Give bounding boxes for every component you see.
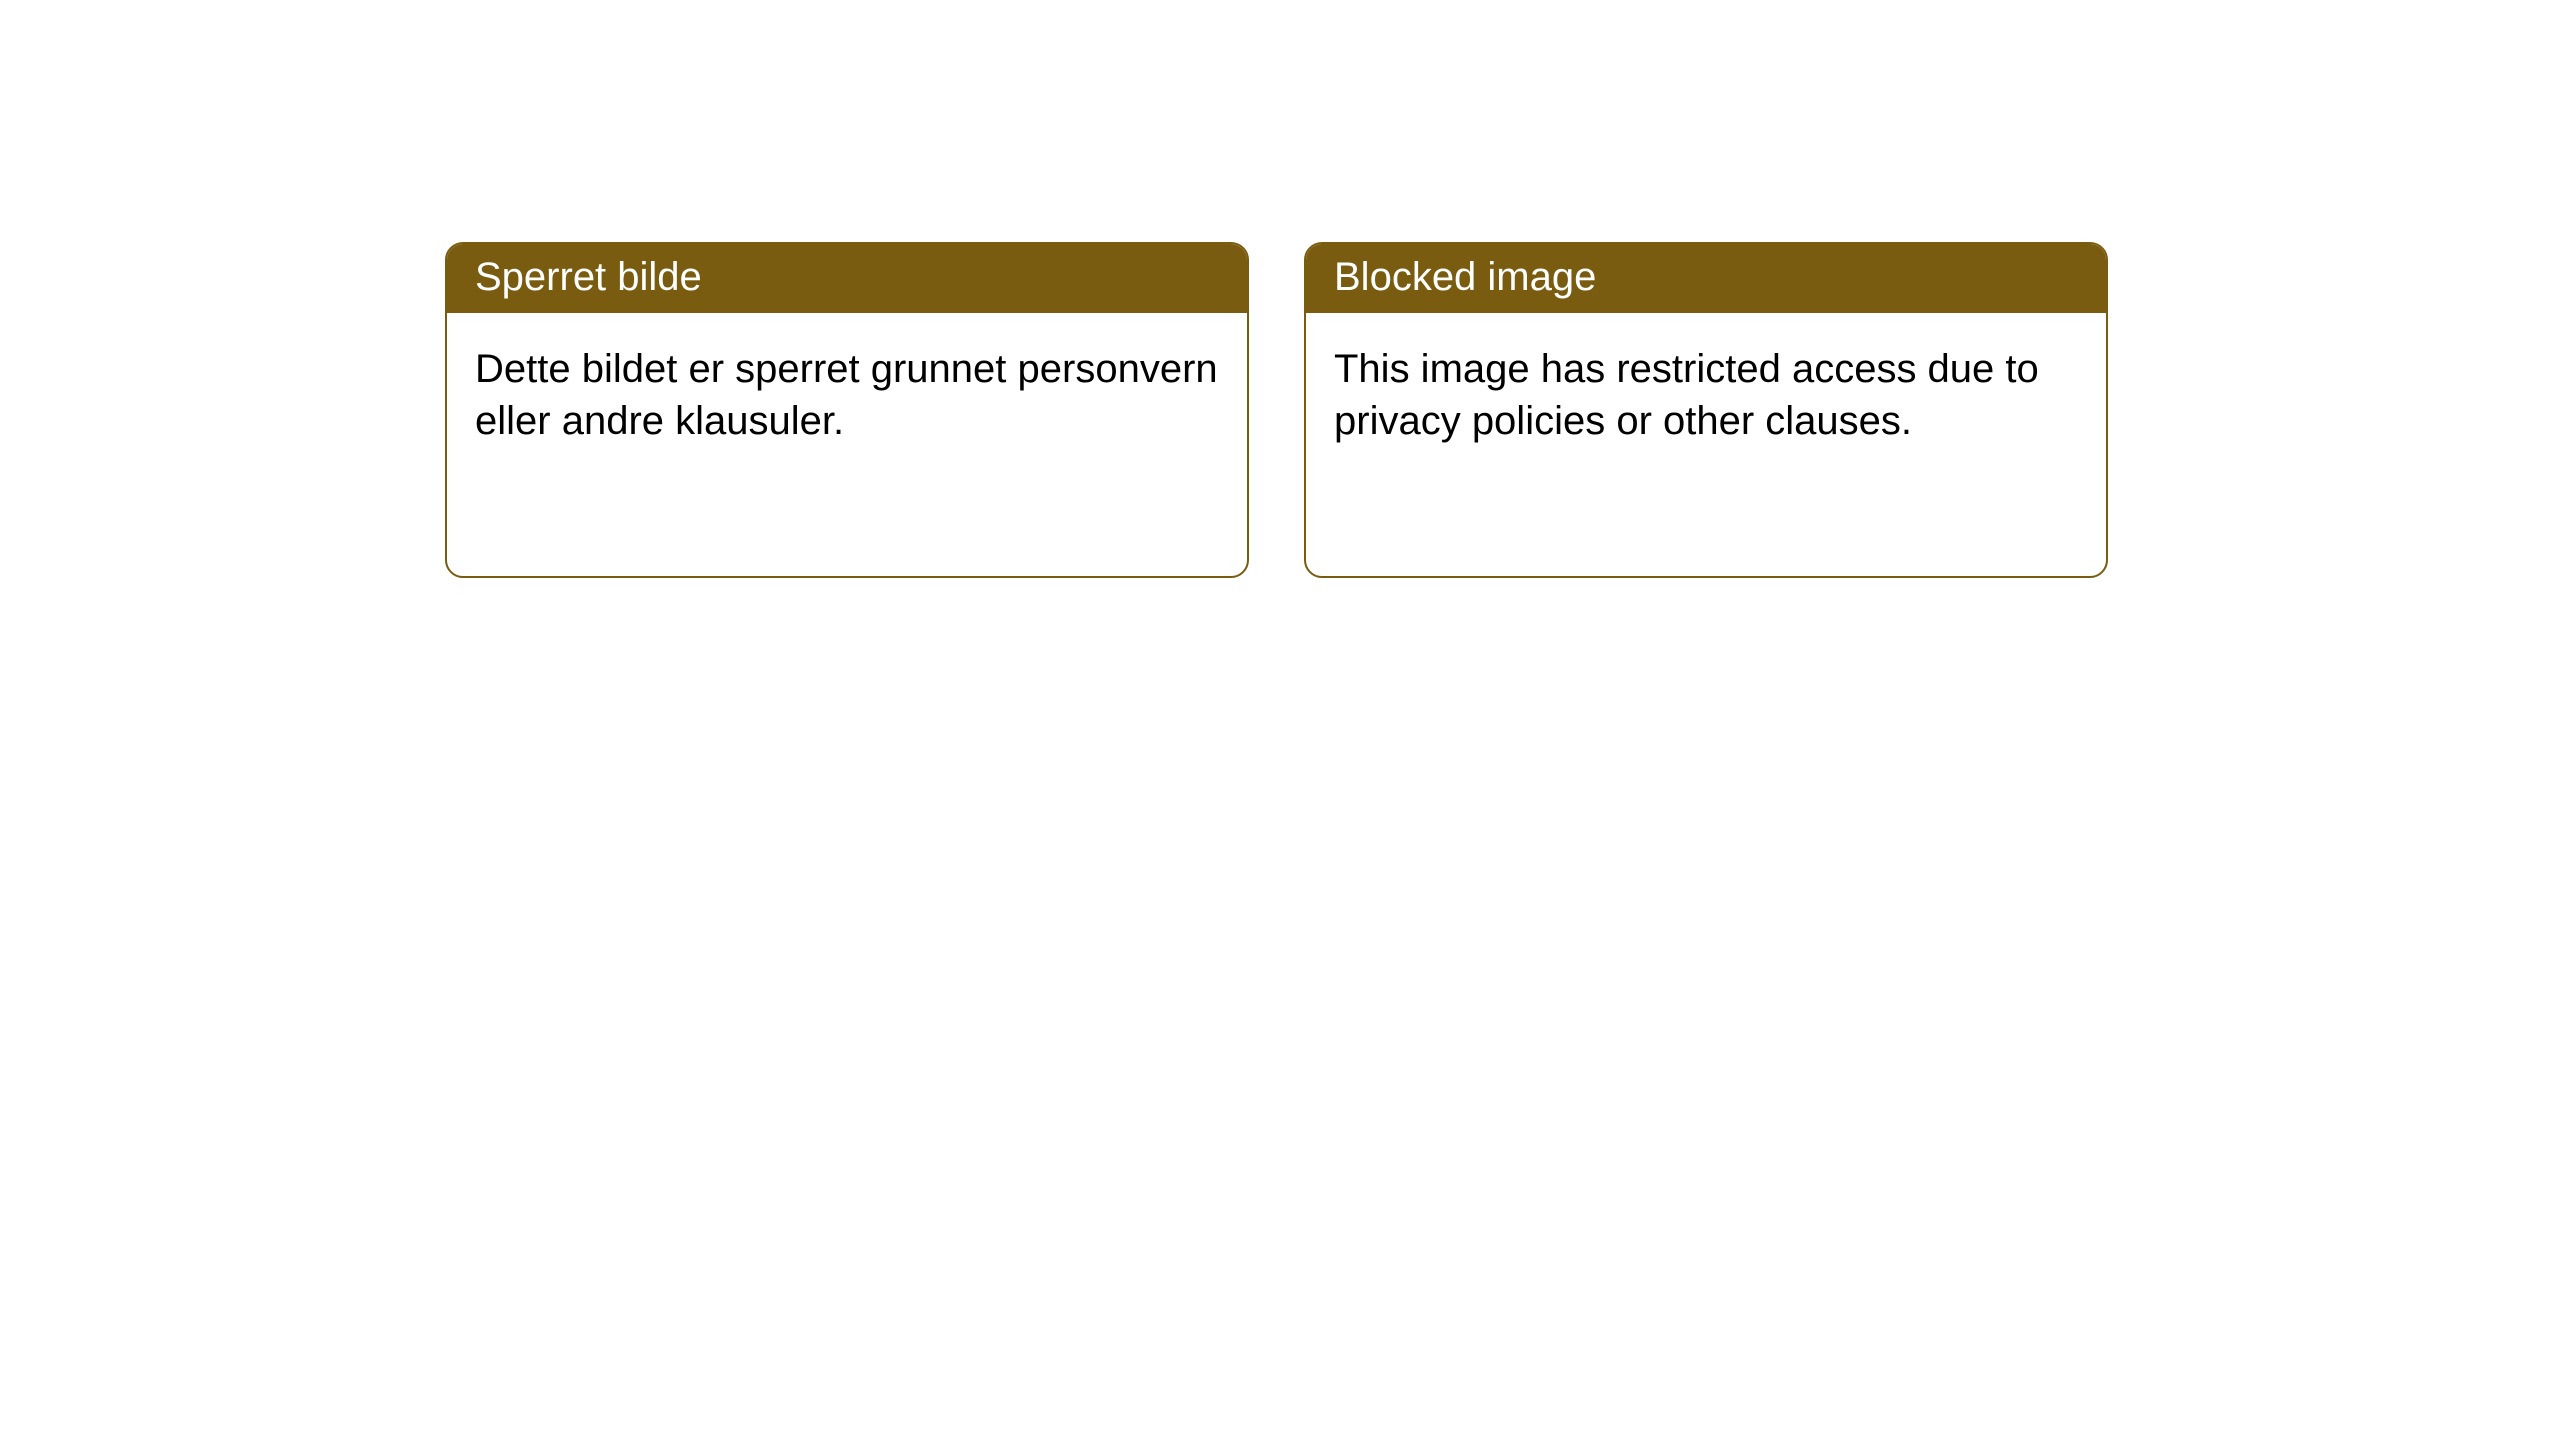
card-body: Dette bildet er sperret grunnet personve… (447, 313, 1247, 477)
notice-card-norwegian: Sperret bilde Dette bildet er sperret gr… (445, 242, 1249, 578)
notice-container: Sperret bilde Dette bildet er sperret gr… (445, 242, 2108, 578)
card-body: This image has restricted access due to … (1306, 313, 2106, 477)
notice-card-english: Blocked image This image has restricted … (1304, 242, 2108, 578)
card-header: Sperret bilde (447, 244, 1247, 313)
card-header: Blocked image (1306, 244, 2106, 313)
